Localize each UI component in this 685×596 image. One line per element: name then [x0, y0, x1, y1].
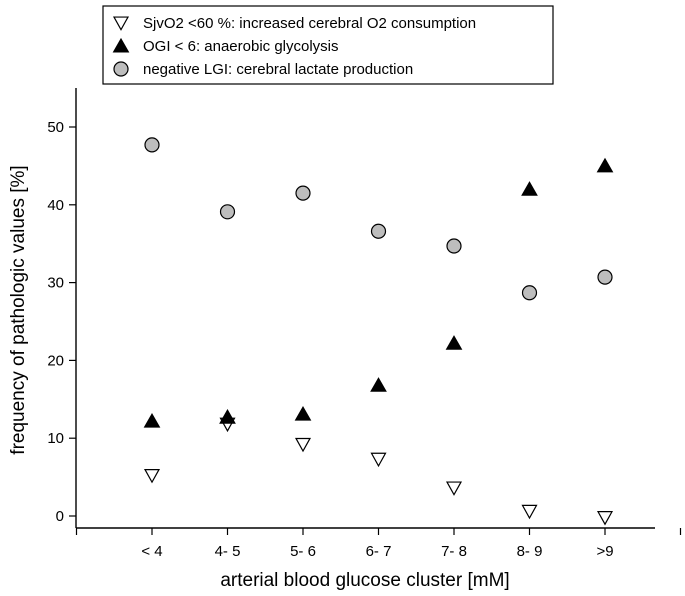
- x-tick-label: 8- 9: [517, 543, 543, 560]
- y-tick-label: 40: [47, 197, 64, 214]
- y-tick-label: 0: [56, 508, 64, 525]
- series-0-point: [521, 504, 538, 520]
- series-2-point: [521, 285, 538, 301]
- x-tick-label: >9: [596, 543, 613, 560]
- legend-marker-1: [112, 37, 130, 53]
- series-1-point: [596, 157, 614, 173]
- x-tick-label: 4- 5: [215, 543, 241, 560]
- series-1-point: [219, 409, 236, 424]
- y-axis-title: frequency of pathologic values [%]: [8, 165, 29, 454]
- series-2-point: [597, 269, 613, 285]
- legend-label-2: negative LGI: cerebral lactate productio…: [143, 61, 413, 78]
- legend-marker-2: [113, 61, 129, 77]
- legend-marker-0: [112, 16, 130, 31]
- axes: 0 10 20 30 40 50 < 4 4- 5 5- 6 6- 7 7- 8 8- 9 >9: [47, 88, 682, 560]
- x-axis-title: arterial blood glucose cluster [mM]: [220, 570, 509, 591]
- series-2-point: [219, 204, 236, 220]
- series-1-point: [370, 377, 387, 392]
- data-points: [143, 137, 614, 526]
- series-2-point: [295, 185, 311, 201]
- series-1-point: [294, 405, 312, 421]
- series-1-point: [521, 181, 538, 196]
- y-tick-label: 50: [47, 119, 64, 136]
- legend-box: [102, 5, 554, 85]
- series-0-point: [445, 481, 463, 496]
- series-1-point: [445, 335, 463, 350]
- series-0-point: [596, 511, 614, 526]
- x-tick-label: 6- 7: [366, 543, 392, 560]
- legend: SjvO2 <60 %: increased cerebral O2 consu…: [102, 5, 554, 85]
- x-tick-label: 7- 8: [441, 543, 467, 560]
- series-0-point: [143, 468, 161, 484]
- series-0-point: [294, 437, 312, 453]
- y-tick-label: 30: [47, 275, 64, 292]
- series-2-point: [370, 223, 387, 239]
- y-tick-label: 20: [47, 352, 64, 369]
- series-2-point: [144, 137, 160, 153]
- x-tick-label: < 4: [141, 543, 162, 560]
- series-2-point: [446, 238, 462, 254]
- legend-label-1: OGI < 6: anaerobic glycolysis: [143, 38, 339, 55]
- y-tick-label: 10: [47, 430, 64, 447]
- series-1-point: [143, 412, 161, 428]
- legend-label-0: SjvO2 <60 %: increased cerebral O2 consu…: [143, 15, 476, 32]
- x-tick-label: 5- 6: [290, 543, 316, 560]
- series-0-point: [370, 452, 387, 468]
